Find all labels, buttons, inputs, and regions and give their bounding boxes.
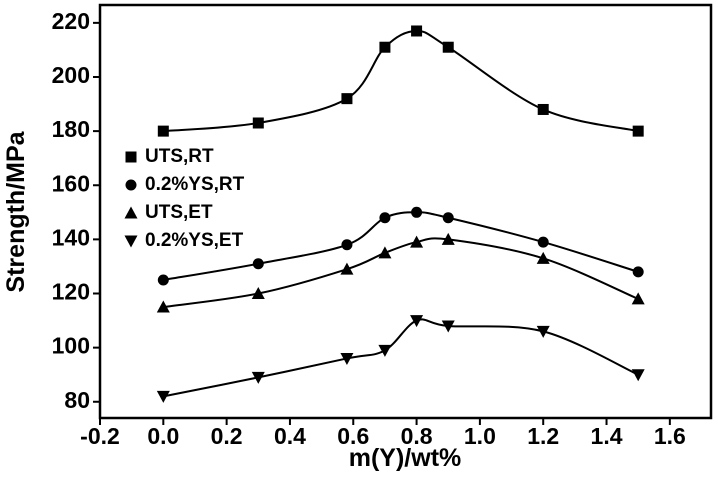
marker (536, 325, 550, 338)
marker (441, 320, 455, 333)
marker (537, 236, 549, 248)
legend-marker (124, 206, 138, 219)
marker (251, 287, 265, 300)
marker (537, 103, 549, 115)
marker (379, 41, 391, 53)
x-tick-label: -0.2 (80, 423, 120, 449)
legend-label: UTS,RT (145, 146, 214, 167)
legend-label: 0.2%YS,RT (145, 174, 245, 195)
y-tick-label: 120 (52, 279, 90, 305)
marker (157, 274, 169, 286)
marker (632, 266, 644, 278)
marker (378, 246, 392, 259)
marker (251, 371, 265, 384)
legend-label: UTS,ET (145, 202, 213, 223)
x-tick-label: 0.4 (274, 423, 306, 449)
marker (410, 315, 424, 328)
marker (631, 369, 645, 382)
y-tick-label: 140 (52, 224, 90, 250)
x-tick-label: 0.8 (401, 423, 433, 449)
marker (341, 93, 353, 105)
marker (442, 41, 454, 53)
marker (340, 352, 354, 365)
y-tick-label: 100 (52, 333, 90, 359)
x-tick-label: 1.2 (527, 423, 559, 449)
marker (156, 390, 170, 403)
marker (156, 300, 170, 313)
x-axis-label: m(Y)/wt% (349, 444, 462, 472)
marker (252, 258, 264, 270)
marker (252, 117, 264, 129)
y-tick-label: 160 (52, 170, 90, 196)
y-tick-label: 220 (52, 8, 90, 34)
marker (536, 251, 550, 264)
x-tick-label: 1.4 (591, 423, 623, 449)
y-tick-label: 80 (64, 387, 90, 413)
x-tick-label: 0.2 (211, 423, 243, 449)
x-tick-label: 1.0 (464, 423, 496, 449)
y-axis-label: Strength/MPa (2, 130, 30, 292)
legend-marker (124, 235, 138, 248)
marker (410, 235, 424, 248)
marker (411, 206, 423, 218)
marker (157, 125, 169, 137)
marker (411, 25, 423, 37)
legend-marker (125, 151, 137, 163)
marker (341, 239, 353, 251)
legend-marker (125, 179, 137, 191)
marker (340, 262, 354, 275)
x-tick-label: 0.6 (337, 423, 369, 449)
series-line (163, 318, 639, 398)
y-tick-label: 180 (52, 116, 90, 142)
y-tick-label: 200 (52, 62, 90, 88)
marker (442, 212, 454, 224)
marker (441, 232, 455, 245)
marker (378, 344, 392, 357)
x-tick-label: 0.0 (147, 423, 179, 449)
series-line (163, 29, 639, 133)
legend-label: 0.2%YS,ET (145, 230, 244, 251)
x-tick-label: 1.6 (654, 423, 686, 449)
plot-frame (98, 3, 713, 420)
marker (379, 212, 391, 224)
marker (632, 125, 644, 137)
marker (631, 292, 645, 305)
